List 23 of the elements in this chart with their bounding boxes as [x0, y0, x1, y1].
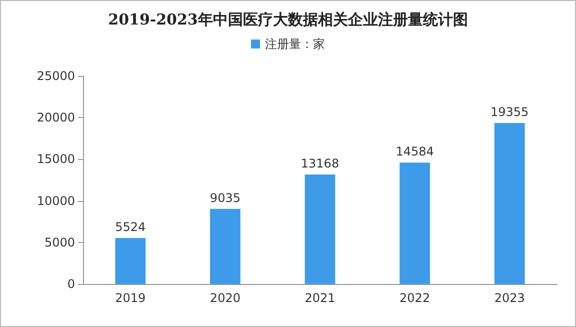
- data-label: 14584: [396, 144, 434, 159]
- data-label: 13168: [300, 156, 340, 170]
- bar: [304, 174, 336, 284]
- data-label: 9035: [210, 190, 240, 205]
- x-tick-label: 2023: [494, 291, 525, 305]
- y-tick-label: 10000: [36, 194, 75, 208]
- data-label: 5524: [115, 220, 146, 234]
- x-tick-label: 2019: [115, 291, 146, 305]
- y-tick-label: 20000: [36, 110, 75, 125]
- x-tick-label: 2021: [304, 291, 336, 305]
- data-label: 19355: [490, 104, 529, 119]
- bar: [115, 238, 146, 284]
- bar: [494, 122, 525, 284]
- chart-title: 2019-2023年中国医疗大数据相关企业注册量统计图: [108, 10, 468, 28]
- legend-label: 注册量：家: [265, 37, 325, 51]
- x-tick-label: 2020: [210, 291, 240, 305]
- y-tick-label: 0: [67, 277, 75, 291]
- y-tick-label: 15000: [36, 152, 75, 166]
- bar: [400, 162, 430, 284]
- y-tick-label: 25000: [36, 69, 75, 83]
- x-tick-label: 2022: [400, 291, 430, 305]
- bar: [210, 208, 240, 284]
- y-tick-label: 5000: [44, 235, 75, 250]
